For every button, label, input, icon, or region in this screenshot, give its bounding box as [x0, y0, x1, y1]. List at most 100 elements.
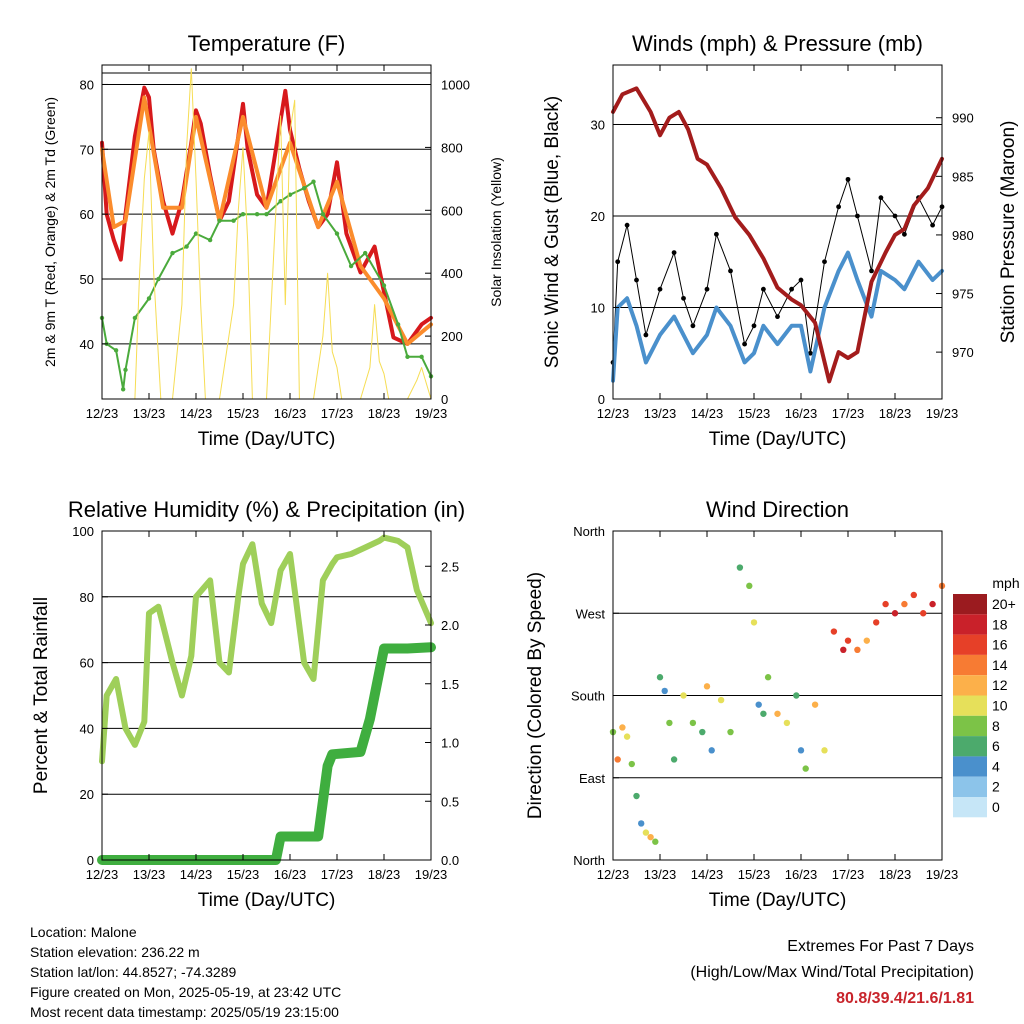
series-point — [761, 286, 766, 292]
x-tick-label: 14/23 — [691, 406, 724, 421]
y-tick-label: 30 — [591, 117, 605, 132]
wind-direction-point — [929, 600, 936, 608]
x-tick-label: 17/23 — [321, 406, 354, 421]
y-right-tick-label: 600 — [441, 203, 463, 218]
legend-swatch — [953, 614, 987, 635]
wind-direction-point — [797, 747, 805, 754]
station-info: Location: Malone Station elevation: 236.… — [30, 922, 341, 1022]
legend-swatch — [953, 736, 987, 757]
wind-direction-point — [882, 600, 889, 608]
series-group — [609, 564, 946, 845]
x-tick-label: 14/23 — [180, 867, 213, 882]
series-point — [671, 250, 677, 255]
y-right-tick-label: 2.5 — [441, 559, 459, 574]
wind-direction-point — [802, 765, 809, 772]
series-point — [634, 277, 639, 283]
series-line — [611, 86, 944, 384]
legend-label: 14 — [992, 657, 1008, 673]
legend-swatch — [953, 634, 987, 655]
series-point — [690, 323, 696, 329]
wind-direction-point — [750, 619, 758, 626]
wind-direction-point — [666, 719, 673, 727]
series-point — [704, 286, 710, 292]
series-point — [808, 350, 813, 356]
wind-direction-point — [647, 833, 654, 841]
series-point — [123, 367, 128, 373]
wind-direction-point — [854, 646, 861, 654]
speed-legend: mph 20+ 18 16 14 12 10 8 6 4 2 0 — [953, 575, 1020, 818]
chart-title: Winds (mph) & Pressure (mb) — [632, 31, 923, 56]
x-tick-label: 17/23 — [832, 867, 865, 882]
location-text: Location: Malone — [30, 924, 137, 940]
series-point — [320, 211, 326, 217]
x-axis-label: Time (Day/UTC) — [198, 890, 336, 911]
figure-canvas: Temperature (F) 12/23 13/23 14/23 15/23 16/23… — [31, 31, 1020, 911]
series-line — [97, 642, 436, 865]
y-tick-label: East — [579, 771, 605, 786]
series-point — [231, 218, 236, 223]
extremes-title: Extremes For Past 7 Days — [787, 938, 974, 955]
wind-direction-point — [736, 564, 744, 571]
y-tick-label: 20 — [80, 787, 94, 802]
y-axis-label: Direction (Colored By Speed) — [525, 572, 546, 819]
y-right-tick-label: 1000 — [441, 77, 470, 92]
series-point — [217, 218, 222, 223]
wind-direction-point — [699, 728, 706, 736]
x-tick-label: 19/23 — [926, 867, 959, 882]
wind-direction-point — [774, 710, 781, 717]
created-text: Figure created on Mon, 2025-05-19, at 23… — [30, 984, 342, 1000]
y-right-tick-label: 985 — [952, 169, 974, 184]
y-right-tick-label: 1.5 — [441, 677, 459, 692]
x-axis-label: Time (Day/UTC) — [709, 429, 847, 450]
wind-direction-point — [638, 820, 645, 827]
x-tick-label: 19/23 — [415, 867, 448, 882]
wind-direction-point — [661, 687, 668, 695]
wind-direction-point — [633, 792, 640, 800]
y-tick-label: 50 — [80, 272, 94, 287]
y-tick-label: 40 — [80, 337, 94, 352]
wind-direction-point — [821, 747, 828, 754]
series-point — [892, 213, 898, 219]
legend-label: 8 — [992, 718, 1000, 734]
y-right-axis-label: Station Pressure (Maroon) — [998, 121, 1019, 344]
x-tick-label: 12/23 — [86, 867, 119, 882]
series-point — [681, 295, 686, 301]
chart-panel-3: Relative Humidity (%) & Precipitation (i… — [31, 497, 465, 911]
y-right-tick-label: 980 — [952, 228, 974, 243]
series-point — [287, 192, 293, 197]
x-tick-label: 18/23 — [879, 867, 912, 882]
series-line — [612, 178, 943, 363]
legend-title: mph — [992, 575, 1019, 591]
series-point — [193, 231, 199, 236]
series-point — [207, 237, 213, 243]
series-point — [301, 186, 307, 191]
series-point — [615, 259, 621, 265]
wind-direction-point — [840, 646, 847, 654]
chart-title: Wind Direction — [706, 497, 849, 522]
x-axis-label: Time (Day/UTC) — [198, 429, 336, 450]
series-point — [419, 354, 424, 360]
wind-direction-point — [755, 701, 762, 708]
extremes-box: Extremes For Past 7 Days (High/Low/Max W… — [690, 934, 974, 1012]
wind-direction-point — [910, 591, 917, 599]
x-tick-label: 17/23 — [832, 406, 865, 421]
wind-direction-point — [614, 756, 621, 763]
legend-label: 12 — [992, 677, 1008, 693]
series-point — [113, 348, 119, 353]
x-tick-label: 15/23 — [738, 867, 771, 882]
x-tick-label: 16/23 — [274, 406, 307, 421]
series-point — [728, 268, 733, 274]
recent-timestamp-text: Most recent data timestamp: 2025/05/19 2… — [30, 1004, 339, 1020]
y-tick-label: North — [573, 853, 605, 868]
y-axis-label: Sonic Wind & Gust (Blue, Black) — [542, 96, 563, 368]
y-right-tick-label: 0 — [441, 392, 448, 407]
x-axis-label: Time (Day/UTC) — [709, 890, 847, 911]
wind-direction-point — [760, 710, 767, 717]
legend-label: 6 — [992, 738, 1000, 754]
y-right-tick-label: 400 — [441, 266, 463, 281]
series-point — [643, 332, 649, 338]
y-tick-label: 60 — [80, 207, 94, 222]
y-tick-label: 0 — [598, 392, 605, 407]
chart-panel-1: Temperature (F) 12/23 13/23 14/23 15/23 16/23… — [42, 31, 504, 450]
series-line — [99, 534, 434, 765]
